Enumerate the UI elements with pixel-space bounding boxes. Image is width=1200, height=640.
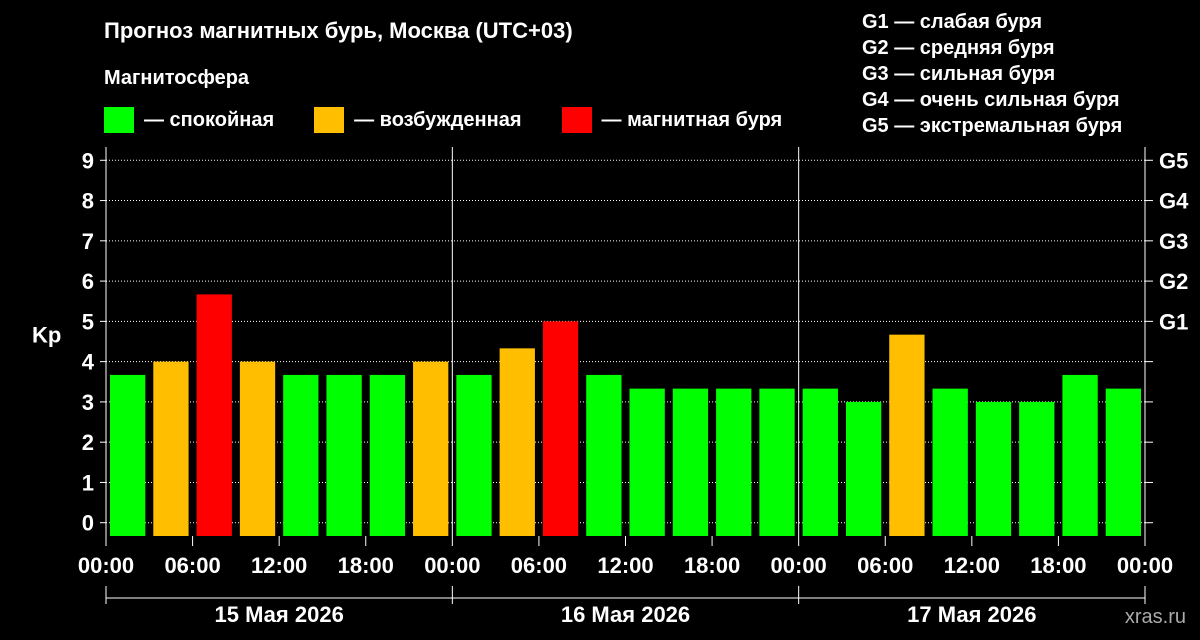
x-tick-label: 06:00 [511,553,567,578]
bar [975,401,1012,536]
bar [889,334,925,536]
y-tick-label: 0 [82,511,94,536]
bar [759,388,795,536]
bar [153,361,189,536]
x-tick-label: 12:00 [597,553,653,578]
legend-label-active: — возбужденная [354,108,522,131]
x-tick-label: 12:00 [944,553,1000,578]
g-scale-g1: G1 — слабая буря [862,11,1043,33]
y-tick-label: 8 [82,189,94,214]
g-tick-label: G4 [1159,189,1189,214]
legend-item-active: — возбужденная [314,107,522,133]
bar [629,388,665,536]
x-tick-label: 00:00 [78,553,134,578]
bar [283,374,319,536]
legend-swatch-active [314,107,345,133]
y-axis-label: Kp [32,323,61,348]
bar [932,388,968,536]
bar [1019,401,1055,536]
day-label: 17 Мая 2026 [907,602,1036,627]
x-tick-label: 00:00 [771,553,827,578]
y-tick-label: 3 [82,390,94,415]
bar [672,388,709,536]
bar [1062,374,1098,536]
bar [456,374,492,536]
x-tick-label: 06:00 [164,553,220,578]
bar [845,401,882,536]
g-tick-label: G5 [1159,148,1188,173]
bar [196,294,232,536]
y-tick-label: 6 [82,269,94,294]
y-tick-label: 1 [82,470,94,495]
x-tick-label: 18:00 [684,553,740,578]
g-scale-g2: G2 — средняя буря [862,37,1055,59]
watermark: xras.ru [1124,606,1186,628]
legend-label-quiet: — спокойная [144,108,275,131]
y-tick-label: 2 [82,430,94,455]
bar [586,374,622,536]
g-tick-label: G2 [1159,269,1188,294]
bar [499,348,535,536]
legend-swatch-storm [561,107,592,133]
legend-swatch-quiet [104,107,134,133]
g-scale-g5: G5 — экстремальная буря [862,115,1123,137]
y-tick-label: 9 [82,148,94,173]
y-tick-label: 5 [82,309,94,334]
chart-title: Прогноз магнитных бурь, Москва (UTC+03) [104,18,573,43]
day-label: 16 Мая 2026 [561,602,690,627]
bar [110,374,146,536]
g-tick-label: G1 [1159,309,1188,334]
x-tick-label: 00:00 [1117,553,1173,578]
g-scale-legend: G1 — слабая буря G2 — средняя буря G3 — … [862,9,1122,139]
chart-subtitle: Магнитосфера [104,67,250,89]
bar [369,374,406,536]
bar [413,361,449,536]
y-tick-label: 4 [82,350,95,375]
g-scale-g4: G4 — очень сильная буря [862,89,1120,111]
bar [542,321,579,536]
day-label: 15 Мая 2026 [215,602,344,627]
bar [802,388,838,536]
legend: — спокойная — возбужденная — магнитная б… [104,105,822,135]
bar [326,374,362,536]
legend-item-storm: — магнитная буря [561,107,783,133]
x-tick-label: 18:00 [1030,553,1086,578]
x-tick-label: 18:00 [338,553,394,578]
x-tick-label: 06:00 [857,553,913,578]
bar [716,388,752,536]
bar [1105,388,1141,536]
legend-label-storm: — магнитная буря [601,108,783,131]
g-tick-label: G3 [1159,229,1188,254]
bar [239,361,276,536]
x-tick-label: 12:00 [251,553,307,578]
y-tick-label: 7 [82,229,94,254]
legend-item-quiet: — спокойная [104,107,274,133]
x-tick-label: 00:00 [424,553,480,578]
g-scale-g3: G3 — сильная буря [862,63,1056,85]
